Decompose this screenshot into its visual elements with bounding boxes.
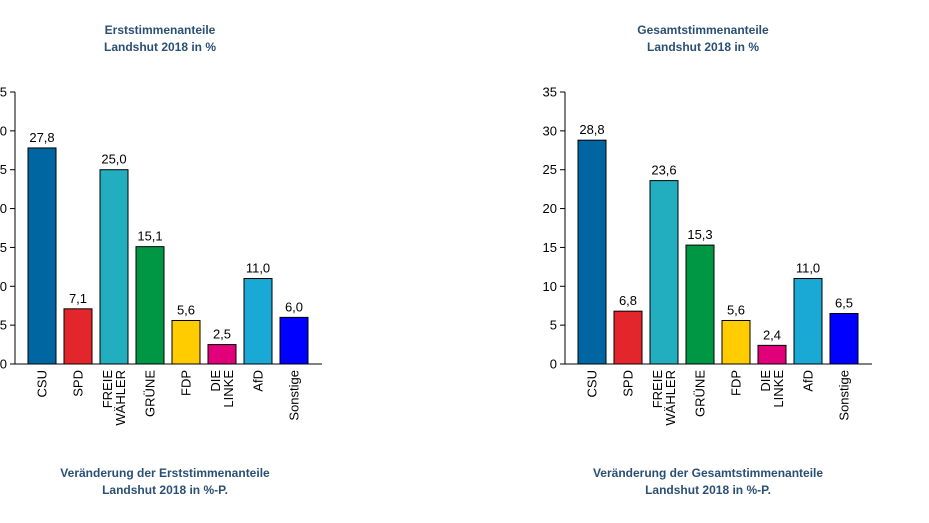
x-tick-label: CSU bbox=[585, 370, 600, 397]
data-label: 2,5 bbox=[213, 327, 231, 342]
x-tick-label-line: CSU bbox=[585, 370, 600, 397]
data-label: 6,8 bbox=[619, 293, 637, 308]
x-tick-label: AfD bbox=[801, 370, 816, 392]
x-tick-label: Sonstige bbox=[837, 370, 852, 421]
y-tick-label: 20 bbox=[0, 201, 7, 216]
data-label: 6,5 bbox=[835, 295, 853, 310]
y-tick-label: 20 bbox=[543, 201, 557, 216]
x-tick-label-line: LINKE bbox=[221, 370, 236, 408]
title-line: Veränderung der Gesamtstimmenanteile bbox=[592, 466, 824, 480]
chart-title-erststimmen: Erststimmenanteile Landshut 2018 in % bbox=[20, 22, 300, 56]
x-tick-label-line: DIE bbox=[208, 370, 223, 392]
bar-spd bbox=[63, 308, 93, 365]
x-tick-label: DIELINKE bbox=[208, 370, 236, 408]
bar-afd bbox=[793, 278, 823, 365]
x-tick-label-line: WÄHLER bbox=[113, 370, 128, 426]
x-tick-label-line: FDP bbox=[729, 370, 744, 396]
x-tick-label: AfD bbox=[251, 370, 266, 392]
title-line: Gesamtstimmenanteile bbox=[637, 23, 769, 37]
title-line: Landshut 2018 in % bbox=[646, 40, 760, 54]
bar-csu bbox=[577, 139, 607, 365]
x-tick-label-line: FREIE bbox=[100, 370, 115, 409]
data-label: 15,3 bbox=[687, 227, 712, 242]
x-tick-label-line: GRÜNE bbox=[693, 370, 708, 417]
y-tick-label: 25 bbox=[543, 162, 557, 177]
x-tick-label-line: CSU bbox=[35, 370, 50, 397]
bar-sonstige bbox=[829, 312, 859, 365]
data-label: 11,0 bbox=[796, 261, 820, 276]
title-line: Veränderung der Erststimmenanteile bbox=[60, 466, 270, 480]
x-tick-label: GRÜNE bbox=[693, 370, 708, 417]
data-label: 2,4 bbox=[763, 327, 781, 342]
x-tick-label: FDP bbox=[179, 370, 194, 396]
title-line: Landshut 2018 in %-P. bbox=[645, 483, 771, 497]
x-tick-label: DIELINKE bbox=[758, 370, 786, 408]
bar-fdp bbox=[721, 319, 751, 365]
x-tick-label-line: LINKE bbox=[771, 370, 786, 408]
x-tick-label-line: FDP bbox=[179, 370, 194, 396]
bar-grüne bbox=[135, 246, 165, 365]
chart-title-gesamtstimmen: Gesamtstimmenanteile Landshut 2018 in % bbox=[563, 22, 843, 56]
x-tick-label: Sonstige bbox=[287, 370, 302, 421]
y-tick-label: 35 bbox=[0, 85, 7, 100]
y-tick-label: 15 bbox=[543, 240, 557, 255]
data-label: 27,8 bbox=[29, 130, 54, 145]
bar-freie-wähler bbox=[99, 169, 129, 365]
bar-die-linke bbox=[207, 344, 237, 365]
x-tick-label-line: SPD bbox=[621, 370, 636, 397]
bar-csu bbox=[27, 147, 57, 365]
data-label: 25,0 bbox=[101, 152, 126, 167]
bar-freie-wähler bbox=[649, 180, 679, 365]
x-tick-label-line: Sonstige bbox=[837, 370, 852, 421]
x-tick-label-line: GRÜNE bbox=[143, 370, 158, 417]
x-tick-label-line: FREIE bbox=[650, 370, 665, 409]
bar-fdp bbox=[171, 319, 201, 365]
x-tick-label-line: DIE bbox=[758, 370, 773, 392]
chart-title-erststimmen-change: Veränderung der Erststimmenanteile Lands… bbox=[20, 465, 310, 499]
y-tick-label: 25 bbox=[0, 162, 7, 177]
y-tick-label: 10 bbox=[543, 279, 557, 294]
x-tick-label: FREIEWÄHLER bbox=[650, 370, 678, 426]
x-tick-label: CSU bbox=[35, 370, 50, 397]
x-tick-label-line: SPD bbox=[71, 370, 86, 397]
bar-afd bbox=[243, 278, 273, 365]
x-tick-label: FREIEWÄHLER bbox=[100, 370, 128, 426]
x-tick-label: FDP bbox=[729, 370, 744, 396]
data-label: 6,0 bbox=[285, 299, 303, 314]
y-tick-label: 0 bbox=[550, 357, 557, 372]
title-line: Landshut 2018 in %-P. bbox=[102, 483, 228, 497]
bar-die-linke bbox=[757, 344, 787, 365]
gesamtstimmen-bar-chart: 0 5 10 15 20 25 30 35 28,8 CSU 6,8 SPD 23,6 FREIEWÄHL… bbox=[543, 85, 872, 426]
erststimmen-bar-chart: 0 5 10 15 20 25 30 35 27,8 CSU 7,1 SPD 25,0 FREIEWÄHL… bbox=[0, 85, 322, 426]
x-tick-label: SPD bbox=[71, 370, 86, 397]
data-label: 11,0 bbox=[246, 261, 270, 276]
title-line: Erststimmenanteile bbox=[104, 23, 216, 37]
chart-title-gesamtstimmen-change: Veränderung der Gesamtstimmenanteile Lan… bbox=[563, 465, 853, 499]
x-tick-label-line: WÄHLER bbox=[663, 370, 678, 426]
y-tick-label: 5 bbox=[0, 318, 7, 333]
x-tick-label-line: AfD bbox=[801, 370, 816, 392]
data-label: 5,6 bbox=[177, 302, 195, 317]
y-tick-label: 15 bbox=[0, 240, 7, 255]
bar-spd bbox=[613, 310, 643, 365]
x-tick-label-line: AfD bbox=[251, 370, 266, 392]
data-label: 5,6 bbox=[727, 302, 745, 317]
y-tick-label: 30 bbox=[0, 123, 7, 138]
title-line: Landshut 2018 in % bbox=[103, 40, 217, 54]
x-tick-label: SPD bbox=[621, 370, 636, 397]
y-tick-label: 10 bbox=[0, 279, 7, 294]
y-tick-label: 30 bbox=[543, 123, 557, 138]
y-tick-label: 0 bbox=[0, 357, 7, 372]
y-tick-label: 5 bbox=[550, 318, 557, 333]
bar-sonstige bbox=[279, 316, 309, 365]
x-tick-label-line: Sonstige bbox=[287, 370, 302, 421]
data-label: 28,8 bbox=[579, 122, 604, 137]
bar-grüne bbox=[685, 244, 715, 365]
data-label: 23,6 bbox=[651, 163, 676, 178]
data-label: 7,1 bbox=[69, 291, 87, 306]
data-label: 15,1 bbox=[137, 229, 162, 244]
x-tick-label: GRÜNE bbox=[143, 370, 158, 417]
y-tick-label: 35 bbox=[543, 85, 557, 100]
